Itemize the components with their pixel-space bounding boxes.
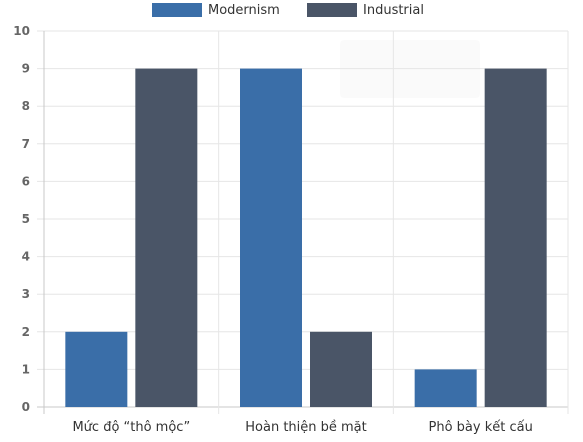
bars <box>65 68 547 407</box>
legend[interactable]: Modernism Industrial <box>152 3 424 18</box>
y-tick-label: 4 <box>22 250 30 264</box>
legend-swatch-industrial[interactable] <box>307 3 357 17</box>
y-axis-ticks: 0 1 2 3 4 5 6 7 8 9 10 <box>13 24 30 414</box>
x-axis-ticks: Mức độ “thô mộc” Hoàn thiện bề mặt Phô bày… <box>72 420 532 435</box>
y-tick-label: 5 <box>22 212 30 226</box>
y-tick-label: 2 <box>22 325 30 339</box>
y-tick-label: 3 <box>22 287 30 301</box>
x-tick-label: Hoàn thiện bề mặt <box>245 420 367 435</box>
bar-modernism-2[interactable] <box>414 369 477 407</box>
bar-industrial-0[interactable] <box>135 68 198 407</box>
y-tick-label: 10 <box>13 24 30 38</box>
y-tick-label: 8 <box>22 99 30 113</box>
y-tick-label: 6 <box>22 174 30 188</box>
x-tick-label: Mức độ “thô mộc” <box>72 420 190 435</box>
bar-industrial-1[interactable] <box>310 331 372 407</box>
bar-industrial-2[interactable] <box>484 68 547 407</box>
gridlines <box>37 30 569 414</box>
y-tick-label: 1 <box>22 362 30 376</box>
legend-label-industrial[interactable]: Industrial <box>363 3 424 18</box>
y-tick-label: 9 <box>22 62 30 76</box>
x-tick-label: Phô bày kết cấu <box>429 420 533 435</box>
y-tick-label: 7 <box>22 137 30 151</box>
legend-label-modernism[interactable]: Modernism <box>208 3 280 18</box>
y-tick-label: 0 <box>22 400 30 414</box>
legend-swatch-modernism[interactable] <box>152 3 202 17</box>
bar-modernism-0[interactable] <box>65 331 128 407</box>
bar-modernism-1[interactable] <box>240 68 302 407</box>
